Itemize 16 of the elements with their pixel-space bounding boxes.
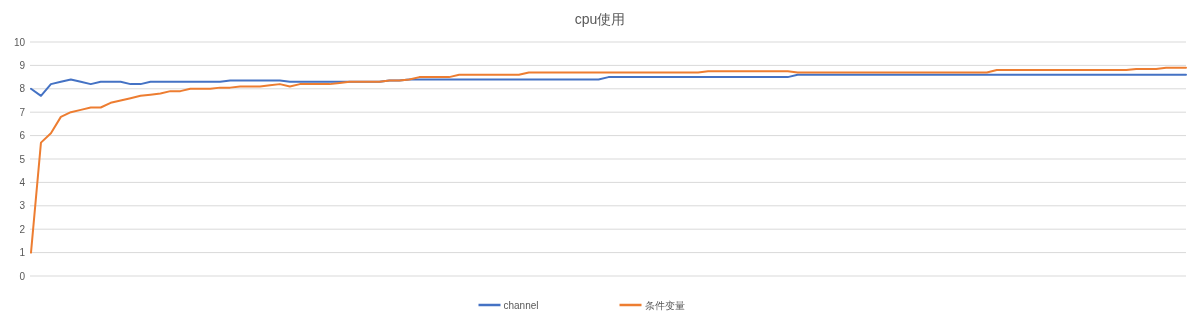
legend-label: 条件变量 bbox=[644, 300, 685, 311]
y-tick-label: 7 bbox=[19, 106, 26, 118]
legend-label: channel bbox=[503, 300, 539, 311]
line-series bbox=[30, 66, 1187, 254]
y-tick-label: 1 bbox=[19, 247, 26, 259]
y-tick-label: 0 bbox=[19, 270, 26, 282]
y-tick-label: 8 bbox=[19, 83, 26, 95]
y-tick-label: 5 bbox=[19, 153, 26, 165]
y-tick-label: 4 bbox=[19, 176, 26, 188]
y-tick-label: 10 bbox=[13, 36, 26, 48]
y-tick-label: 2 bbox=[19, 223, 26, 235]
line-series bbox=[30, 73, 1187, 97]
y-tick-label: 3 bbox=[19, 200, 26, 212]
chart-title: cpu使用 bbox=[574, 11, 626, 27]
y-tick-label: 9 bbox=[19, 59, 26, 71]
y-tick-label: 6 bbox=[19, 130, 26, 142]
